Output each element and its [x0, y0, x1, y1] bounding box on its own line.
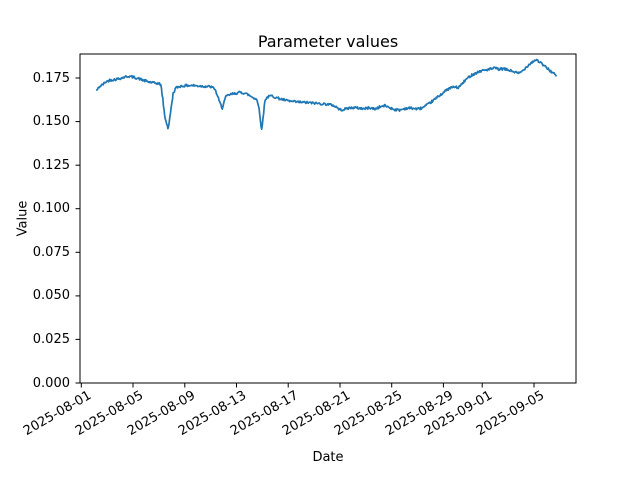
axes-spines [79, 53, 577, 384]
y-axis-label: Value [15, 200, 31, 237]
y-tick-label: 0.175 [32, 70, 70, 86]
y-tick-label: 0.025 [32, 331, 70, 347]
series-line [95, 58, 557, 130]
y-tick-label: 0.000 [32, 375, 70, 391]
y-tick-label: 0.075 [32, 244, 70, 260]
x-axis-label: Date [312, 450, 344, 465]
chart-title: Parameter values [257, 32, 399, 51]
y-tick-label: 0.125 [32, 157, 70, 173]
y-tick-label: 0.150 [32, 114, 70, 130]
y-tick-label: 0.050 [32, 288, 70, 304]
y-tick-label: 0.100 [32, 201, 70, 217]
